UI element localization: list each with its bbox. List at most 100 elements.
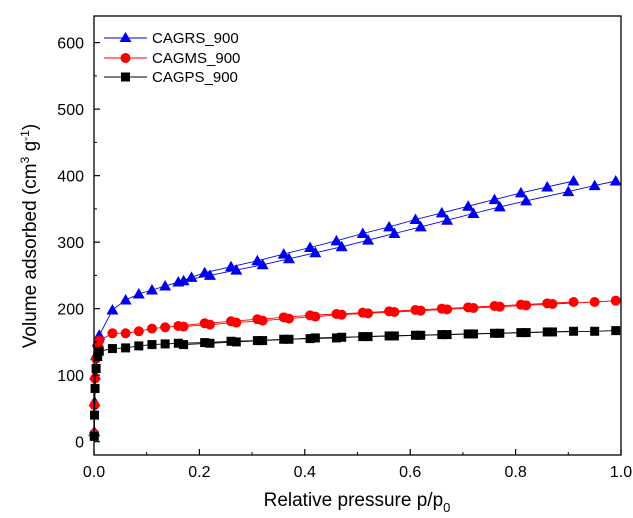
data-point-triangle [177, 274, 190, 286]
data-point-triangle [493, 200, 506, 212]
y-tick-label: 500 [57, 102, 84, 119]
data-point-triangle [467, 207, 480, 219]
data-point-circle [107, 328, 118, 339]
data-point-square [94, 346, 104, 356]
data-point-triangle [277, 248, 290, 259]
data-point-square [590, 326, 600, 336]
data-point-triangle [441, 214, 454, 225]
legend-entry-cagrs: CAGRS_900 [104, 30, 239, 47]
data-point-triangle [282, 252, 295, 264]
data-point-triangle [588, 179, 601, 191]
data-point-square [93, 352, 103, 362]
legend-label-cagrs: CAGRS_900 [152, 30, 239, 47]
y-tick-label: 300 [57, 235, 84, 252]
data-point-circle [310, 311, 321, 322]
data-point-circle [494, 301, 505, 312]
data-point-circle [146, 323, 157, 334]
data-point-square [542, 327, 552, 337]
data-point-square [611, 326, 621, 336]
data-point-triangle [609, 174, 622, 186]
data-point-triangle [185, 271, 198, 282]
x-axis-title: Relative pressure p/p0 [264, 490, 451, 515]
data-point-triangle [335, 240, 348, 252]
data-point-square [90, 383, 100, 393]
legend-entry-cagps: CAGPS_900 [104, 69, 238, 86]
data-point-circle [389, 306, 400, 317]
data-point-square [516, 328, 526, 338]
data-point-circle [442, 304, 453, 315]
x-tick-label: 0.4 [294, 464, 316, 481]
data-point-circle [568, 297, 579, 308]
data-point-square [173, 338, 183, 348]
data-point-triangle [256, 258, 269, 270]
data-point-triangle [362, 234, 375, 245]
data-point-triangle [520, 194, 533, 206]
data-point-square [310, 333, 320, 343]
data-point-triangle [251, 254, 264, 266]
data-point-square [416, 330, 426, 340]
data-point-square [147, 340, 157, 350]
data-point-circle [283, 313, 294, 324]
y-tick-label: 0 [75, 435, 84, 452]
data-point-triangle [383, 220, 396, 232]
data-point-triangle [567, 174, 580, 186]
data-point-square [569, 326, 579, 336]
series-cagms_900 [89, 295, 621, 439]
y-tick-label: 100 [57, 368, 84, 385]
legend-triangle-marker [119, 32, 132, 42]
data-point-square [205, 338, 215, 348]
data-point-circle [363, 308, 374, 319]
series-layer [88, 174, 622, 441]
y-axis-title: Volume adsorbed (cm3 g-1) [18, 124, 41, 348]
data-point-triangle [356, 227, 369, 239]
data-point-circle [257, 315, 268, 326]
data-point-square [337, 332, 347, 342]
data-point-triangle [330, 234, 343, 246]
data-point-circle [133, 326, 144, 337]
series-line-adsorption [93, 301, 574, 434]
data-point-triangle [488, 193, 501, 205]
data-point-square [331, 333, 341, 343]
legend-label-cagps: CAGPS_900 [152, 69, 238, 86]
data-point-circle [415, 305, 426, 316]
data-point-circle [94, 335, 105, 346]
data-point-triangle [541, 180, 554, 192]
x-tick-label: 1.0 [610, 464, 632, 481]
data-point-triangle [562, 185, 575, 197]
data-point-circle [160, 322, 171, 333]
data-point-square [463, 329, 473, 339]
y-tick-label: 600 [57, 36, 84, 53]
x-tick-label: 0.8 [504, 464, 526, 481]
data-point-square [389, 331, 399, 341]
data-point-square [363, 332, 373, 342]
data-point-square [91, 364, 101, 374]
data-point-square [231, 337, 241, 347]
legend: CAGRS_900 CAGMS_900 CAGPS_900 [104, 30, 240, 86]
data-point-circle [336, 309, 347, 320]
data-point-square [442, 330, 452, 340]
data-point-triangle [119, 294, 132, 305]
data-point-circle [589, 297, 600, 308]
x-tick-label: 0.0 [83, 464, 105, 481]
series-line-desorption [183, 180, 616, 282]
series-cagrs_900 [88, 174, 622, 437]
data-point-square [160, 339, 170, 349]
legend-square-marker [121, 72, 130, 82]
data-point-square [226, 336, 236, 346]
data-point-square [179, 340, 189, 350]
data-point-triangle [145, 284, 158, 295]
data-point-circle [178, 321, 189, 332]
data-point-square [547, 327, 557, 337]
legend-label-cagms: CAGMS_900 [152, 50, 240, 67]
legend-entry-cagms: CAGMS_900 [104, 50, 240, 67]
data-point-square [258, 336, 268, 346]
data-point-square [121, 343, 131, 353]
data-point-triangle [132, 288, 145, 299]
data-point-square [252, 336, 262, 346]
data-point-triangle [388, 227, 401, 239]
data-point-triangle [414, 220, 427, 232]
x-tick-label: 0.2 [188, 464, 210, 481]
data-point-circle [231, 317, 242, 328]
y-tick-label: 200 [57, 302, 84, 319]
